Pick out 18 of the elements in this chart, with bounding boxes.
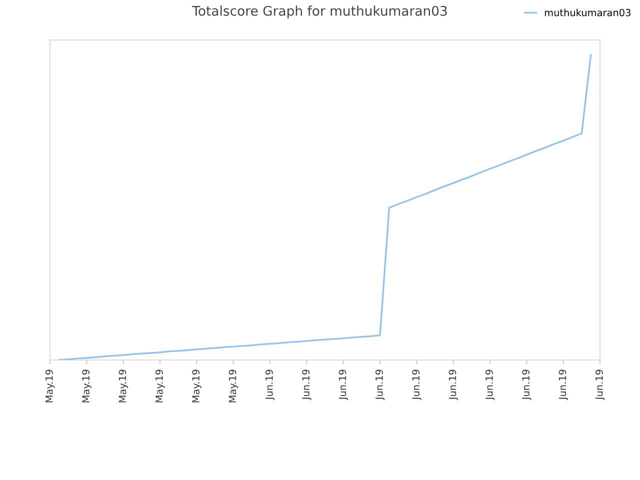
x-tick-label: May.19 [82, 370, 92, 402]
x-tick-label: May.19 [45, 370, 55, 402]
x-tick-label: Jun.19 [448, 370, 458, 400]
x-tick-label: Jun.19 [302, 370, 312, 400]
chart-title: Totalscore Graph for muthukumaran03 [192, 6, 447, 18]
x-tick-label: Jun.19 [485, 370, 495, 400]
x-tick-label: Jun.19 [412, 370, 422, 400]
x-tick-label: May.19 [155, 370, 165, 402]
x-tick-label: May.19 [118, 370, 128, 402]
x-tick-label: Jun.19 [375, 370, 385, 400]
legend-label: muthukumaran03 [544, 8, 630, 16]
x-tick-label: Jun.19 [338, 370, 348, 400]
x-tick-label: Jun.19 [558, 370, 568, 400]
x-tick-label: May.19 [192, 370, 202, 402]
x-tick-label: May.19 [228, 370, 238, 402]
x-tick-label: Jun.19 [265, 370, 275, 400]
x-tick-label: Jun.19 [522, 370, 532, 400]
x-tick-label: Jun.19 [595, 370, 605, 400]
